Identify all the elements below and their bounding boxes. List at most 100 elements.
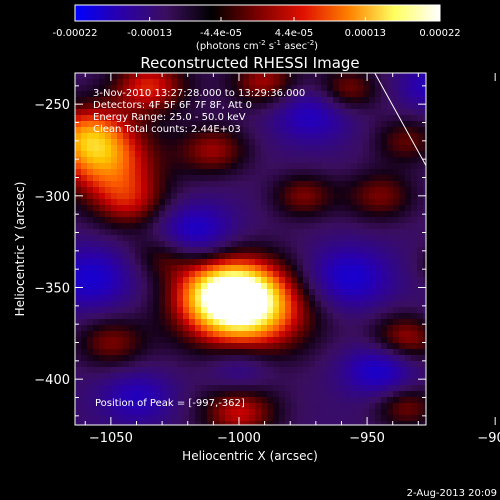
heatmap-cell bbox=[423, 127, 426, 134]
heatmap-cell bbox=[171, 199, 178, 206]
heatmap-cell bbox=[141, 133, 148, 140]
heatmap-cell bbox=[159, 379, 166, 386]
heatmap-cell bbox=[399, 283, 406, 290]
heatmap-cell bbox=[177, 133, 184, 140]
heatmap-cell bbox=[411, 361, 418, 368]
heatmap-cell bbox=[297, 211, 304, 218]
heatmap-cell bbox=[207, 103, 214, 110]
heatmap-cell bbox=[141, 193, 148, 200]
heatmap-cell bbox=[111, 115, 118, 122]
heatmap-cell bbox=[273, 241, 280, 248]
heatmap-cell bbox=[303, 379, 310, 386]
heatmap-cell bbox=[285, 211, 292, 218]
heatmap-cell bbox=[285, 175, 292, 182]
heatmap-cell bbox=[345, 235, 352, 242]
heatmap-cell bbox=[129, 301, 136, 308]
heatmap-cell bbox=[129, 139, 136, 146]
heatmap-cell bbox=[363, 265, 370, 272]
heatmap-cell bbox=[255, 415, 262, 422]
heatmap-cell bbox=[399, 331, 406, 338]
heatmap-cell bbox=[177, 331, 184, 338]
heatmap-cell bbox=[321, 127, 328, 134]
heatmap-cell bbox=[423, 217, 426, 224]
heatmap-cell bbox=[297, 295, 304, 302]
heatmap-cell bbox=[213, 73, 220, 80]
heatmap-cell bbox=[363, 211, 370, 218]
heatmap-cell bbox=[375, 85, 382, 92]
heatmap-cell bbox=[297, 139, 304, 146]
heatmap-cell bbox=[417, 331, 424, 338]
heatmap-cell bbox=[99, 367, 106, 374]
heatmap-cell bbox=[345, 97, 352, 104]
heatmap-cell bbox=[93, 253, 100, 260]
heatmap-cell bbox=[303, 181, 310, 188]
heatmap-cell bbox=[249, 283, 256, 290]
heatmap-cell bbox=[387, 229, 394, 236]
heatmap-cell bbox=[225, 307, 232, 314]
heatmap-cell bbox=[267, 205, 274, 212]
heatmap-cell bbox=[285, 313, 292, 320]
heatmap-cell bbox=[333, 349, 340, 356]
heatmap-cell bbox=[309, 163, 316, 170]
heatmap-cell bbox=[159, 349, 166, 356]
heatmap-cell bbox=[213, 79, 220, 86]
heatmap-cell bbox=[285, 289, 292, 296]
heatmap-cell bbox=[417, 139, 424, 146]
heatmap-cell bbox=[183, 259, 190, 266]
heatmap-cell bbox=[207, 259, 214, 266]
heatmap-cell bbox=[315, 145, 322, 152]
heatmap-cell bbox=[297, 313, 304, 320]
heatmap-cell bbox=[141, 271, 148, 278]
heatmap-cell bbox=[339, 403, 346, 410]
heatmap-cell bbox=[285, 235, 292, 242]
heatmap-cell bbox=[291, 331, 298, 338]
heatmap-cell bbox=[375, 259, 382, 266]
heatmap-cell bbox=[195, 307, 202, 314]
heatmap-cell bbox=[141, 343, 148, 350]
heatmap-cell bbox=[201, 127, 208, 134]
heatmap-cell bbox=[171, 181, 178, 188]
heatmap-cell bbox=[333, 151, 340, 158]
heatmap-cell bbox=[141, 163, 148, 170]
heatmap-cell bbox=[81, 283, 88, 290]
heatmap-cell bbox=[357, 259, 364, 266]
heatmap-cell bbox=[231, 325, 238, 332]
heatmap-cell bbox=[351, 163, 358, 170]
heatmap-cell bbox=[285, 367, 292, 374]
heatmap-cell bbox=[381, 313, 388, 320]
heatmap-cell bbox=[189, 367, 196, 374]
heatmap-cell bbox=[357, 325, 364, 332]
heatmap-cell bbox=[249, 325, 256, 332]
heatmap-cell bbox=[189, 271, 196, 278]
heatmap-cell bbox=[309, 91, 316, 98]
heatmap-cell bbox=[381, 283, 388, 290]
heatmap-cell bbox=[399, 307, 406, 314]
heatmap-cell bbox=[417, 127, 424, 134]
heatmap-cell bbox=[147, 163, 154, 170]
heatmap-cell bbox=[387, 109, 394, 116]
heatmap-cell bbox=[399, 397, 406, 404]
heatmap-cell bbox=[387, 91, 394, 98]
heatmap-cell bbox=[255, 103, 262, 110]
heatmap-cell bbox=[309, 85, 316, 92]
heatmap-cell bbox=[405, 97, 412, 104]
heatmap-cell bbox=[201, 175, 208, 182]
heatmap-cell bbox=[87, 199, 94, 206]
heatmap-cell bbox=[351, 295, 358, 302]
heatmap-cell bbox=[201, 373, 208, 380]
heatmap-cell bbox=[249, 313, 256, 320]
heatmap-cell bbox=[195, 271, 202, 278]
heatmap-cell bbox=[411, 337, 418, 344]
heatmap-cell bbox=[339, 247, 346, 254]
heatmap-cell bbox=[201, 259, 208, 266]
heatmap-cell bbox=[123, 247, 130, 254]
heatmap-cell bbox=[117, 253, 124, 260]
heatmap-cell bbox=[99, 145, 106, 152]
heatmap-cell bbox=[285, 343, 292, 350]
heatmap-cell bbox=[237, 205, 244, 212]
heatmap-cell bbox=[237, 145, 244, 152]
heatmap-cell bbox=[87, 343, 94, 350]
heatmap-cell bbox=[375, 169, 382, 176]
heatmap-cell bbox=[135, 175, 142, 182]
heatmap-cell bbox=[111, 355, 118, 362]
